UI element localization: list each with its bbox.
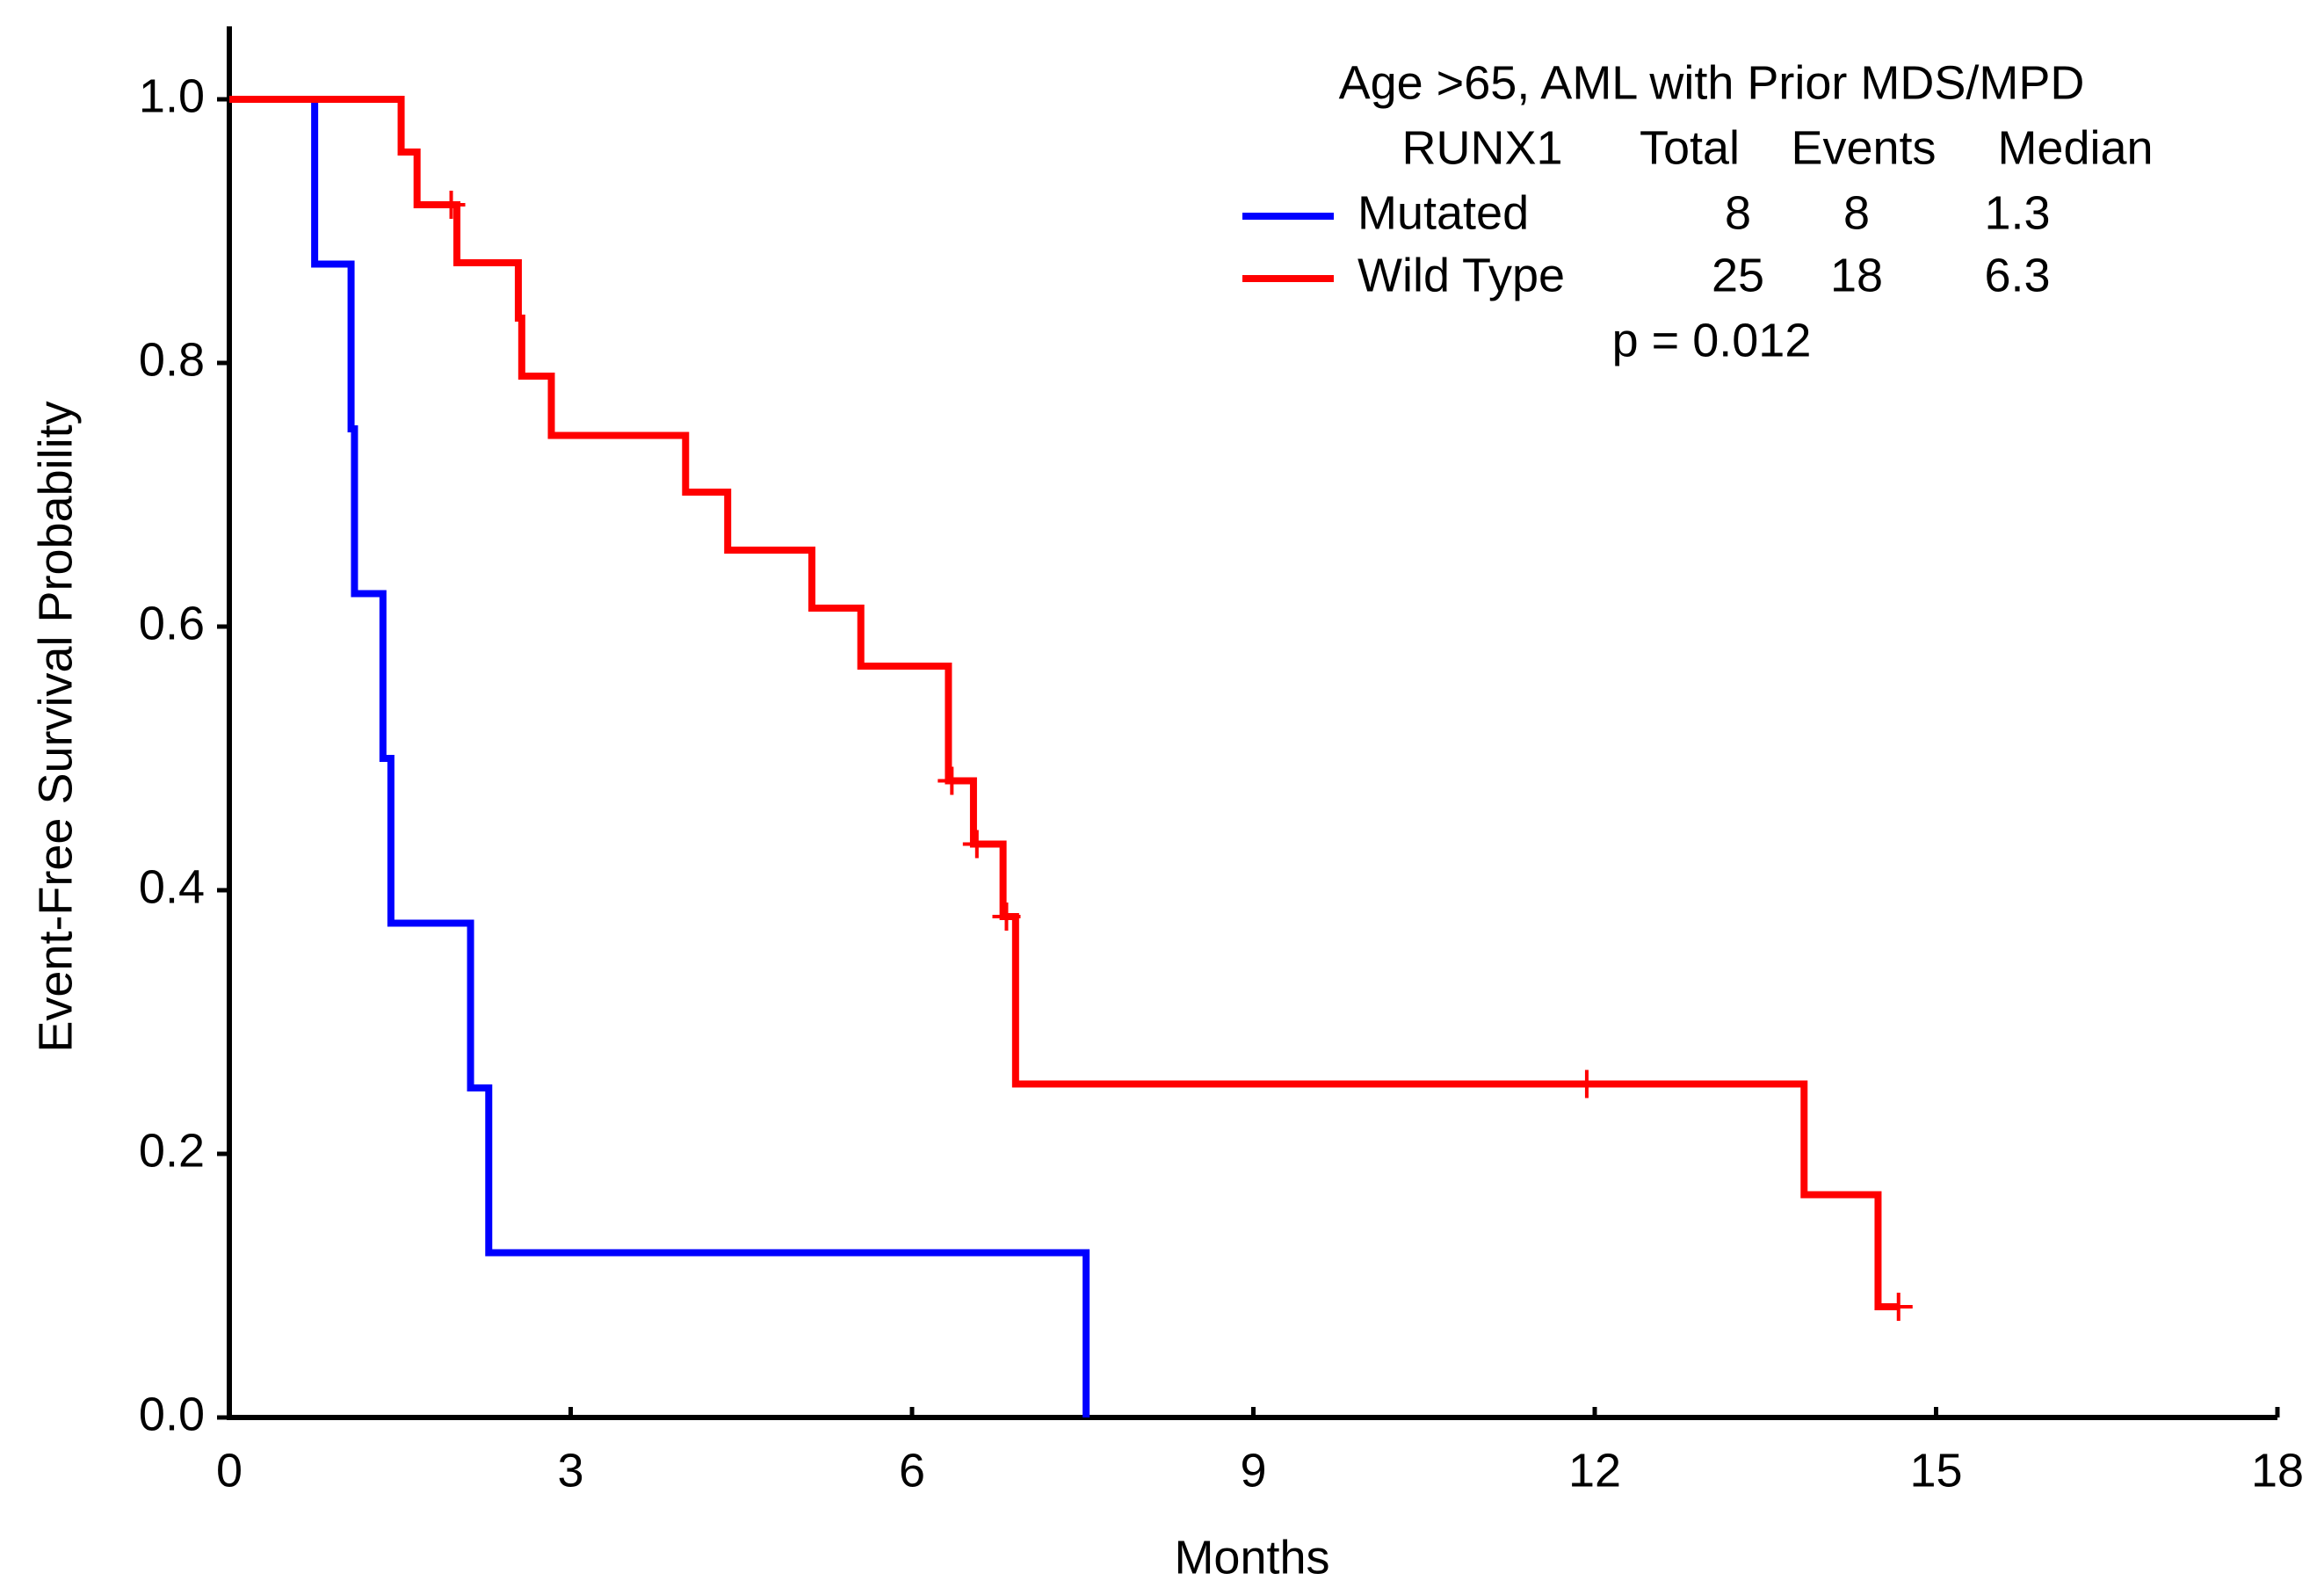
x-tick-label: 12 [1568,1444,1621,1497]
legend-median: 1.3 [1984,186,2050,239]
censor-mark [938,766,967,795]
legend-total: 25 [1712,249,1764,301]
x-tick-label: 15 [1909,1444,1962,1497]
censor-mark [437,191,466,219]
y-tick-label: 0.0 [139,1388,205,1440]
legend-column-header: RUNX1 [1401,121,1562,174]
legend-title: Age >65, AML with Prior MDS/MPD [1339,56,2085,109]
x-tick-label: 6 [899,1444,925,1497]
survival-curve [229,96,1090,1417]
y-tick-label: 0.4 [139,860,205,913]
p-value: p = 0.012 [1612,314,1812,366]
x-tick-label: 18 [2251,1444,2304,1497]
y-tick-label: 0.6 [139,597,205,649]
legend-label: Mutated [1357,186,1529,239]
legend-column-header: Median [1997,121,2153,174]
legend-total: 8 [1725,186,1751,239]
x-axis-label: Months [1174,1531,1329,1584]
legend-column-header: Events [1791,121,1936,174]
censor-mark [992,903,1021,931]
legend-median: 6.3 [1984,249,2050,301]
legend-events: 18 [1830,249,1883,301]
x-tick-label: 3 [557,1444,583,1497]
y-tick-label: 0.2 [139,1124,205,1177]
y-axis-label: Event-Free Survival Probability [29,401,82,1052]
y-tick-label: 0.8 [139,333,205,386]
legend-label: Wild Type [1357,249,1565,301]
x-tick-label: 0 [216,1444,243,1497]
legend-column-header: Total [1640,121,1740,174]
censor-mark [1572,1069,1601,1098]
survival-curve [229,96,1899,1310]
legend-events: 8 [1843,186,1870,239]
censor-mark [962,830,991,859]
x-tick-label: 9 [1240,1444,1266,1497]
y-tick-label: 1.0 [139,69,205,122]
censor-mark [1884,1293,1913,1321]
